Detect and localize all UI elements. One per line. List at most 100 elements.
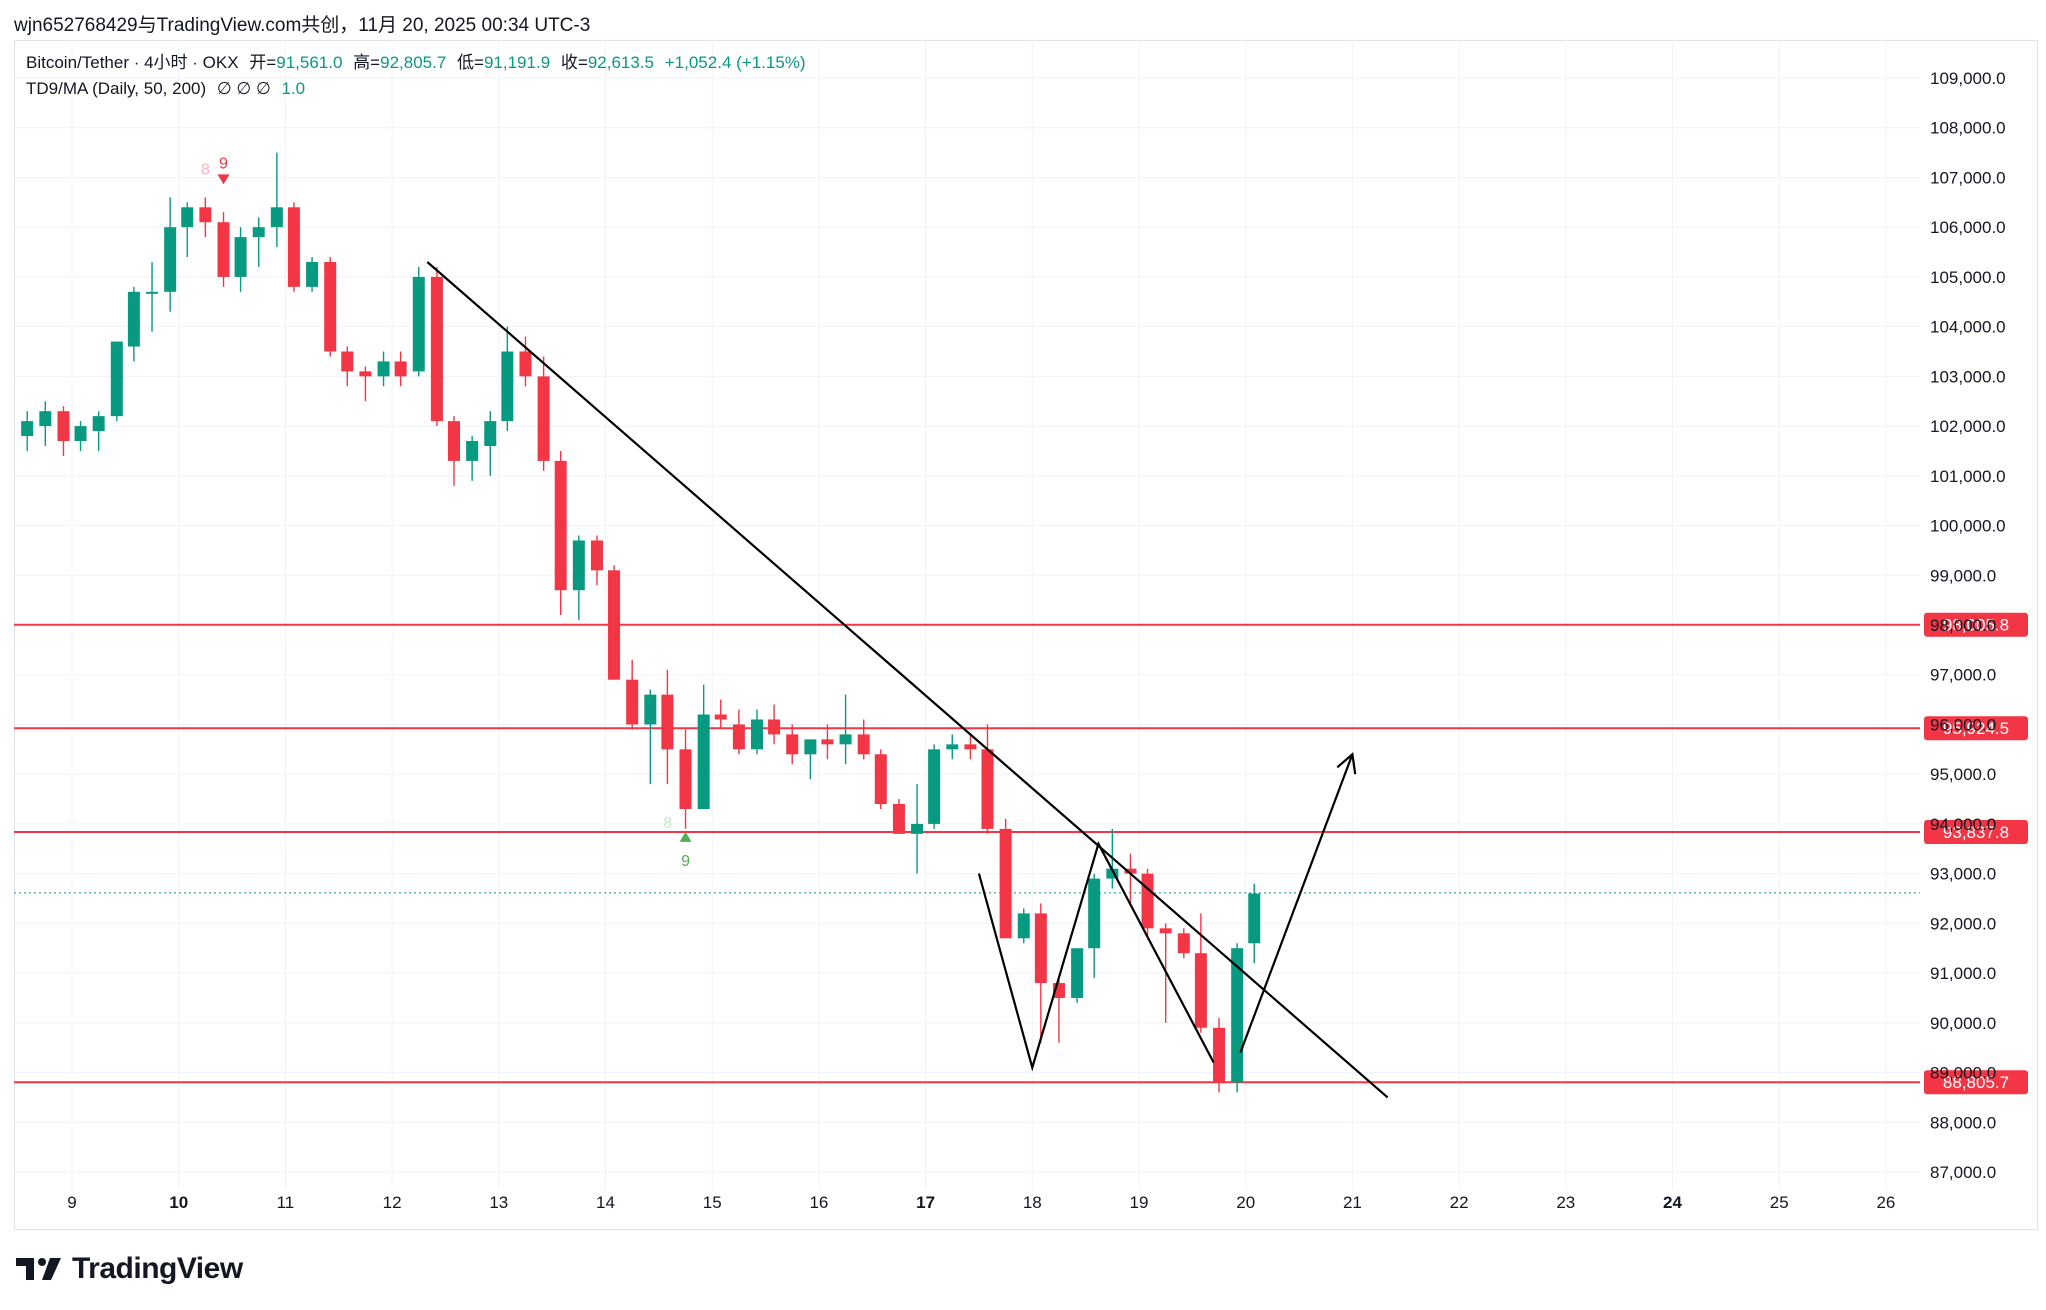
candle-body-down — [732, 724, 745, 750]
candle-body-up — [92, 416, 105, 432]
candle-body-up — [484, 421, 497, 446]
candle-body-down — [821, 739, 834, 745]
y-tick-label: 94,000.0 — [1930, 815, 1996, 834]
candle-body-up — [234, 237, 247, 277]
horizontal-levels: 98,005.8 95,924.5 93,837.8 88,805.7 — [14, 612, 2028, 1095]
candle-body-down — [519, 351, 532, 377]
axes: 87,000.0 88,000.0 89,000.0 90,000.0 91,000.0… — [67, 69, 2005, 1212]
candle-body-up — [1106, 868, 1119, 879]
candle-body-down — [324, 261, 337, 352]
x-tick-label: 14 — [596, 1193, 615, 1212]
candle-body-down — [554, 460, 567, 591]
candle-body-down — [857, 734, 870, 755]
indicator-row[interactable]: TD9/MA (Daily, 50, 200) ∅ ∅ ∅ 1.0 — [26, 76, 806, 102]
projection-arrow-shaft — [1239, 753, 1354, 1054]
candle-body-down — [714, 714, 727, 720]
candle-body-down — [786, 734, 799, 755]
candle-body-down — [359, 371, 372, 377]
candle-body-up — [74, 426, 87, 442]
level-price-label: 95,924.5 — [1943, 719, 2009, 738]
candle-body-down — [964, 744, 977, 750]
x-tick-label: 17 — [916, 1193, 935, 1212]
candle-body-up — [270, 207, 283, 228]
candle-body-down — [430, 276, 443, 422]
candle-body-down — [217, 222, 230, 277]
x-tick-label: 23 — [1556, 1193, 1575, 1212]
candle-body-up — [697, 714, 710, 809]
candle-body-down — [341, 351, 354, 372]
pattern-path — [977, 840, 1215, 1072]
y-tick-label: 92,000.0 — [1930, 914, 1996, 933]
candle-body-down — [1177, 933, 1190, 954]
candle-body-up — [412, 276, 425, 372]
candle-body-up — [306, 261, 319, 287]
candle-body-up — [252, 227, 265, 238]
high-value: 92,805.7 — [380, 53, 447, 72]
x-tick-label: 16 — [809, 1193, 828, 1212]
y-tick-label: 106,000.0 — [1930, 218, 2006, 237]
indicator-values: ∅ ∅ ∅ — [216, 79, 271, 98]
candle-body-up — [928, 749, 941, 824]
level-price-tag — [1924, 819, 2028, 844]
candle-body-up — [466, 441, 479, 461]
candle-body-down — [537, 376, 550, 461]
x-tick-label: 15 — [703, 1193, 722, 1212]
y-tick-label: 99,000.0 — [1930, 566, 1996, 585]
td-faint-count: 8 — [663, 815, 672, 832]
candle-body-up — [377, 361, 390, 377]
candle-body-down — [1194, 953, 1207, 1028]
brand-name: TradingView — [72, 1252, 243, 1285]
x-tick-label: 10 — [169, 1193, 188, 1212]
candle-body-down — [57, 411, 70, 442]
level-price-label: 88,805.7 — [1943, 1073, 2009, 1092]
td-buy-marker — [679, 831, 692, 842]
level-price-tag — [1924, 1070, 2028, 1095]
candle-body-down — [768, 719, 781, 735]
x-tick-label: 26 — [1876, 1193, 1895, 1212]
x-tick-label: 12 — [383, 1193, 402, 1212]
candle-body-up — [1017, 913, 1030, 939]
chart-frame — [14, 40, 2038, 1230]
trendline — [426, 261, 1389, 1099]
open-value: 91,561.0 — [276, 53, 343, 72]
candle-body-up — [39, 411, 52, 427]
candle-body-down — [1213, 1027, 1226, 1083]
candle-body-up — [110, 341, 123, 417]
y-tick-label: 97,000.0 — [1930, 666, 1996, 685]
y-tick-label: 103,000.0 — [1930, 367, 2006, 386]
y-tick-label: 107,000.0 — [1930, 168, 2006, 187]
chart-legend: Bitcoin/Tether · 4小时 · OKX 开=91,561.0 高=… — [26, 50, 806, 102]
x-tick-label: 22 — [1450, 1193, 1469, 1212]
high-label: 高= — [353, 53, 381, 72]
candle-body-down — [874, 754, 887, 805]
candle-body-down — [590, 540, 603, 571]
footer-brand[interactable]: TradingView — [16, 1252, 243, 1286]
y-tick-label: 108,000.0 — [1930, 119, 2006, 138]
y-tick-label: 95,000.0 — [1930, 765, 1996, 784]
open-label: 开= — [249, 53, 277, 72]
candle-body-down — [1159, 928, 1172, 934]
level-price-tag — [1924, 716, 2028, 741]
y-tick-label: 96,000.0 — [1930, 715, 1996, 734]
candle-body-down — [199, 207, 212, 223]
y-tick-label: 104,000.0 — [1930, 318, 2006, 337]
y-tick-label: 101,000.0 — [1930, 467, 2006, 486]
td-sell-count: 9 — [219, 155, 228, 172]
td-faint-count: 8 — [201, 161, 210, 178]
candle-body-up — [21, 421, 34, 437]
candle-body-up — [1248, 893, 1261, 944]
y-tick-label: 100,000.0 — [1930, 517, 2006, 536]
symbol-label[interactable]: Bitcoin/Tether · 4小时 · OKX — [26, 53, 239, 72]
candle-body-up — [127, 291, 140, 347]
ohlc-row: Bitcoin/Tether · 4小时 · OKX 开=91,561.0 高=… — [26, 50, 806, 76]
candle-body-up — [501, 351, 514, 422]
x-tick-label: 11 — [277, 1193, 295, 1212]
y-tick-label: 90,000.0 — [1930, 1014, 1996, 1033]
y-tick-label: 102,000.0 — [1930, 417, 2006, 436]
x-tick-label: 21 — [1343, 1193, 1362, 1212]
watermark-line: wjn652768429与TradingView.com共创，11月 20, 2… — [14, 15, 591, 36]
candle-body-up — [1231, 948, 1244, 1083]
y-tick-label: 98,000.0 — [1930, 616, 1996, 635]
indicator-extra: 1.0 — [281, 79, 306, 98]
